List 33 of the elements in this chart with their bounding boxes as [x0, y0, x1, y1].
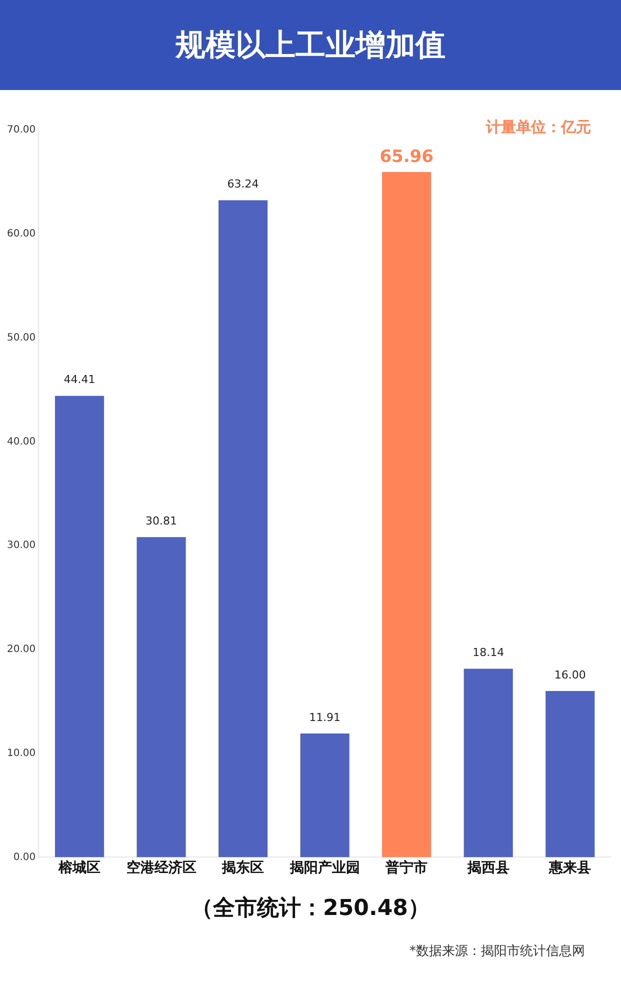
bar	[136, 537, 186, 858]
bar	[54, 396, 104, 858]
text: （全市统计：250.48）	[190, 894, 431, 923]
bar	[300, 733, 350, 858]
y-tick-label: 60.00	[6, 228, 36, 240]
x-tick-label: 惠来县	[548, 860, 592, 876]
x-tick-label: 榕城区	[58, 859, 101, 876]
chart-title: 规模以上工业增加值	[0, 0, 621, 90]
bar	[464, 668, 513, 858]
x-tick-label: 空港经济区	[126, 859, 196, 876]
y-tick-label: 50.00	[6, 332, 36, 344]
bar	[546, 690, 595, 858]
data-label: 16.00	[554, 668, 586, 682]
data-label: 11.91	[309, 710, 341, 724]
y-tick-label: 70.00	[6, 124, 36, 136]
data-label: 44.41	[64, 373, 96, 386]
y-tick-label: 30.00	[6, 540, 36, 552]
data-label: 30.81	[146, 514, 178, 528]
x-tick-label: 揭西县	[466, 860, 510, 876]
bar	[218, 200, 268, 858]
annotation: 计量单位：亿元	[486, 118, 591, 137]
data-label: 63.24	[227, 178, 259, 191]
y-tick-label: 40.00	[6, 436, 36, 448]
data-label: 18.14	[472, 646, 504, 660]
bar	[382, 172, 432, 858]
x-tick-label: 普宁市	[384, 859, 428, 876]
text: *数据来源：揭阳市统计信息网	[410, 943, 585, 960]
x-tick-label: 揭东区	[221, 859, 264, 876]
data-label: 65.96	[380, 146, 434, 167]
y-tick-label: 10.00	[6, 748, 36, 759]
y-tick-label: 20.00	[6, 644, 36, 656]
y-tick-label: 0.00	[13, 852, 36, 863]
x-tick-label: 揭阳产业园	[288, 859, 360, 876]
